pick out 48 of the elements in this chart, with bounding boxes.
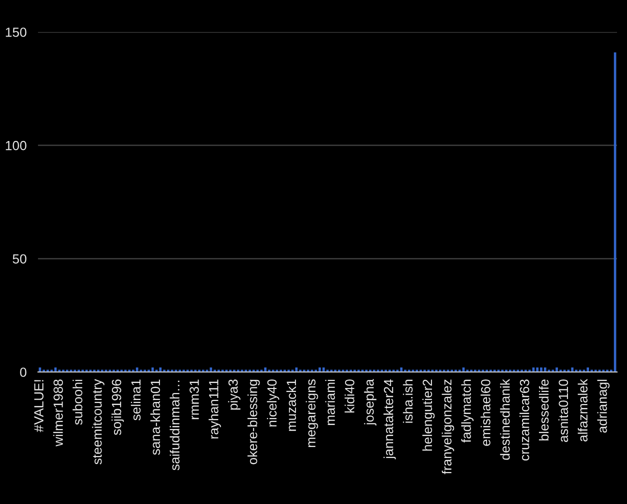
x-tick-label: selina1 <box>130 380 141 420</box>
x-tick-label: piya3 <box>228 380 240 410</box>
x-tick-label: helengutier2 <box>422 380 435 451</box>
x-tick-label: sana-khan01 <box>150 380 160 455</box>
x-tick-label: asnita0110 <box>558 379 568 442</box>
x-tick-label: suboohi <box>72 380 82 425</box>
x-tick-label: okere-blessing <box>248 380 260 464</box>
bar <box>571 367 574 372</box>
x-tick-label: josepha <box>364 378 376 426</box>
bar <box>586 367 590 372</box>
y-tick-label: 0 <box>20 368 26 377</box>
x-tick-label: isha.ish <box>402 380 413 423</box>
bar <box>544 367 546 372</box>
x-tick-label: nicely40 <box>266 379 280 426</box>
x-tick-label: steemitcountry <box>92 378 104 464</box>
bar <box>536 367 539 372</box>
x-tick-label: cruzamilcar63 <box>520 380 530 461</box>
x-tick-label: #VALUE! <box>34 380 44 432</box>
x-tick-label: kidi40 <box>344 379 354 413</box>
x-tick-label: adrianagl <box>597 380 610 433</box>
bar <box>540 367 542 372</box>
x-tick-label: muzack1 <box>286 380 296 431</box>
x-tick-label: rmm31 <box>190 380 199 420</box>
x-tick-label: fadlymatch <box>461 380 474 443</box>
x-tick-label: alfazmalek <box>578 378 588 442</box>
bar <box>556 367 558 372</box>
bar <box>400 367 402 372</box>
bar <box>159 367 162 372</box>
x-tick-label: emishael60 <box>480 379 490 446</box>
y-tick-label: 100 <box>6 140 26 150</box>
x-tick-label: megareigns <box>306 379 318 448</box>
x-tick-label: blessedlife <box>538 380 549 440</box>
bar <box>151 367 154 372</box>
x-tick-label: wilmer1988 <box>53 380 63 446</box>
x-tick-label: saifuddinmah… <box>170 380 180 470</box>
x-tick-label: destinedhanik <box>500 378 510 460</box>
y-tick-label: 150 <box>6 28 26 37</box>
y-tick-label: 50 <box>12 254 26 264</box>
bar <box>136 367 138 372</box>
x-tick-label: franyeligonzalez <box>442 380 454 474</box>
bar <box>295 367 298 372</box>
bar <box>264 367 266 372</box>
x-tick-label: rayhan111 <box>208 380 221 438</box>
bar <box>322 367 325 372</box>
x-tick-label: mariami <box>325 380 335 425</box>
bar <box>318 367 321 372</box>
x-tick-label: sojib1996 <box>112 380 124 436</box>
x-tick-label: jannatakter24 <box>384 379 396 460</box>
